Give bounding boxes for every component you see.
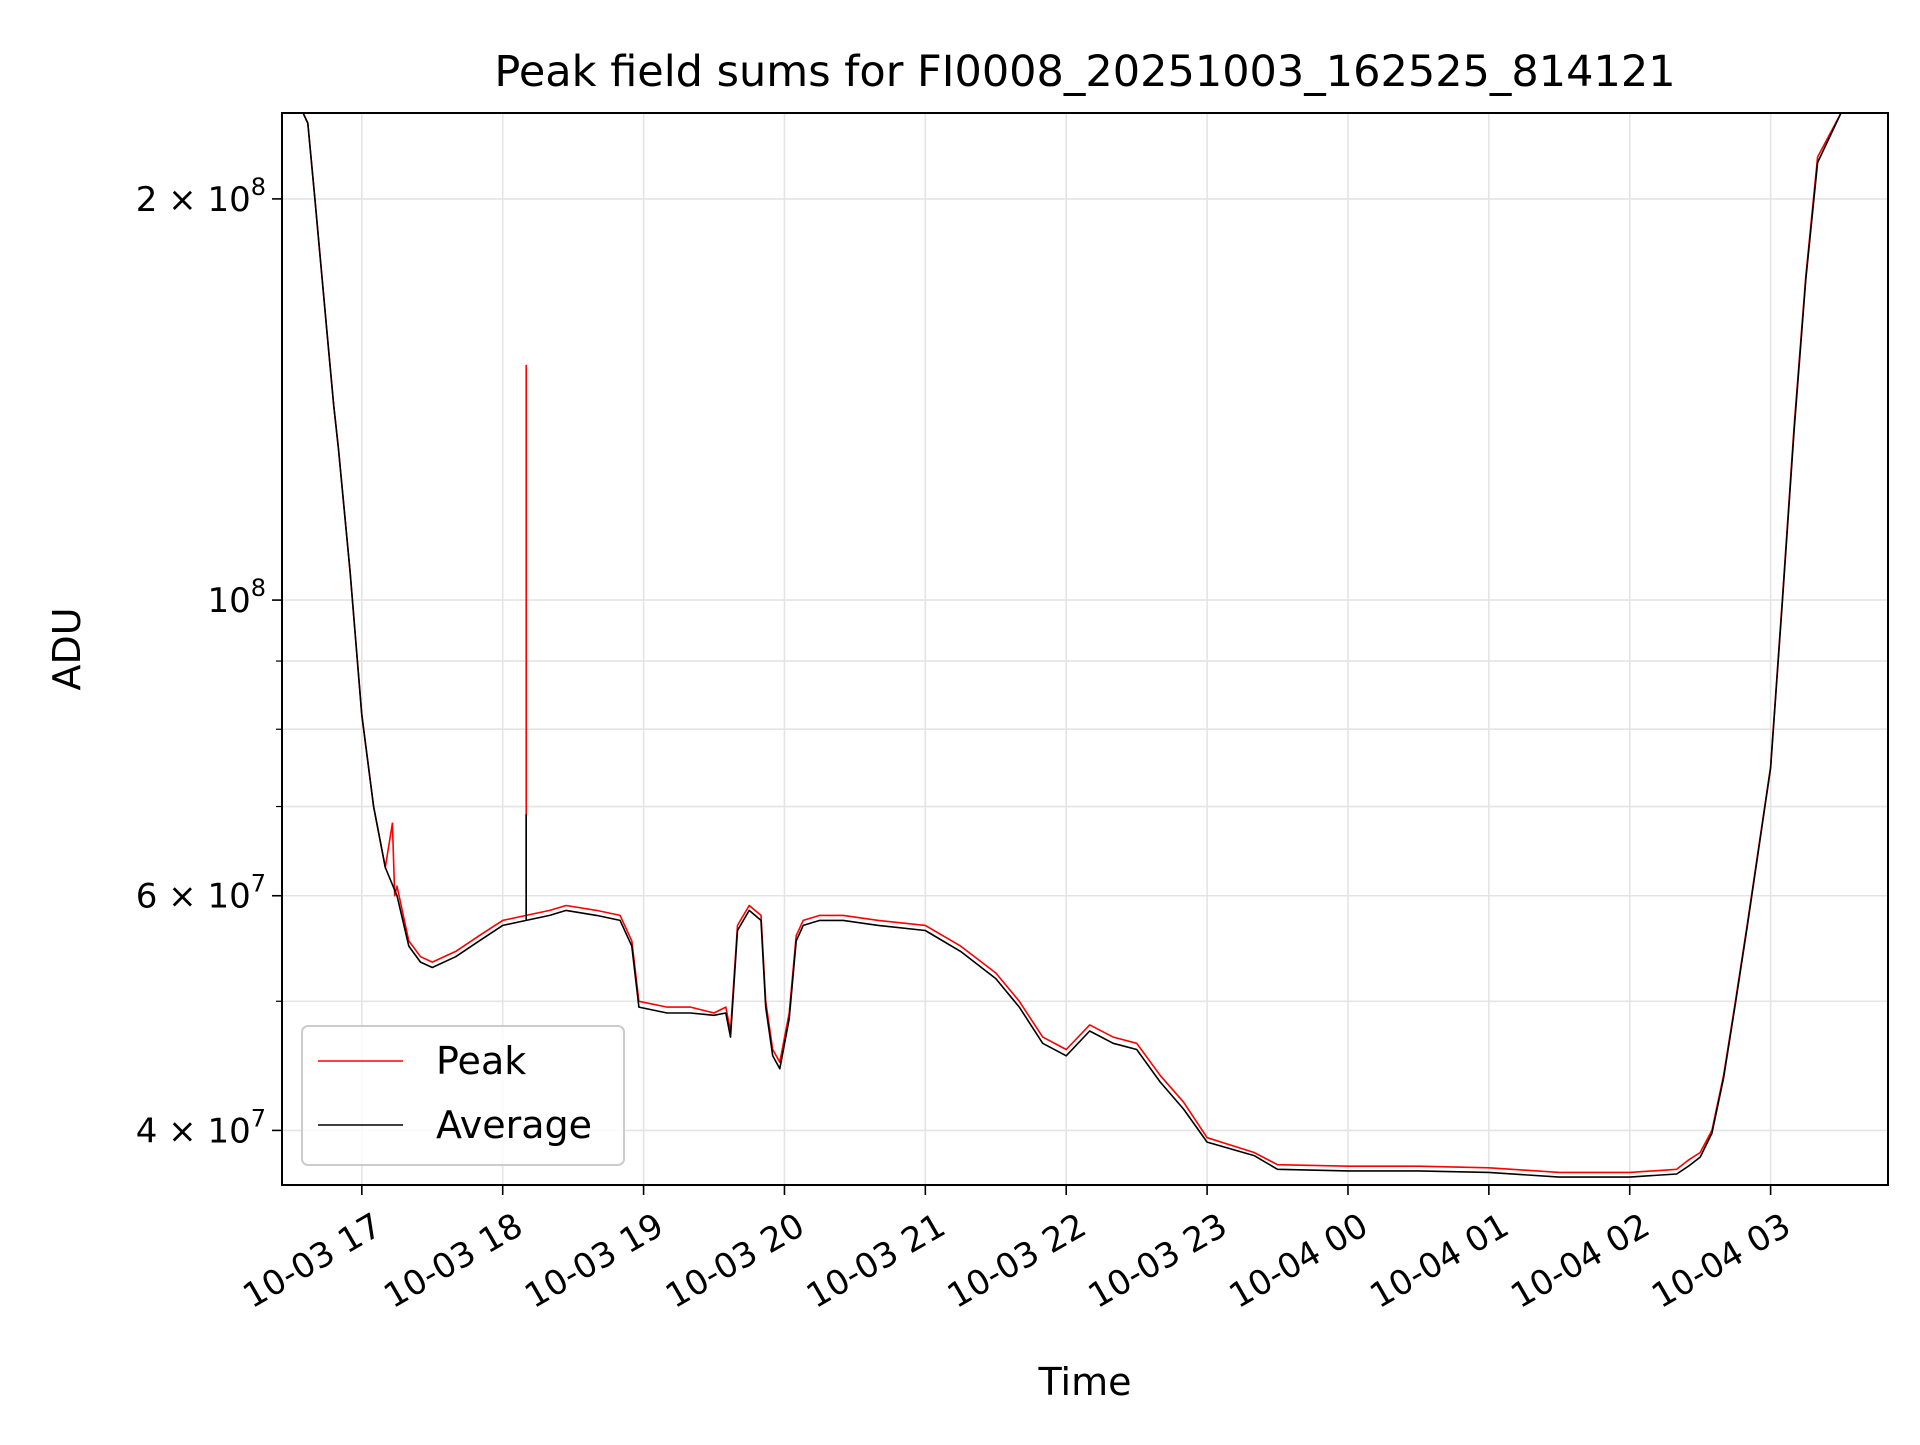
- y-tick-label: 108: [207, 574, 266, 621]
- y-axis-label: ADU: [45, 607, 89, 690]
- legend: Peak Average: [301, 1025, 625, 1166]
- y-tick-label: 6 × 107: [136, 870, 266, 917]
- y-tick-exponent: 8: [251, 574, 266, 602]
- y-tick-label: 2 × 108: [136, 173, 266, 220]
- y-tick-mantissa: 6 × 10: [136, 877, 251, 917]
- chart-title: Peak field sums for FI0008_20251003_1625…: [494, 47, 1675, 97]
- axes-frame: [281, 112, 1889, 1186]
- plot-lines: [282, 112, 1888, 1178]
- y-tick-exponent: 7: [251, 870, 266, 898]
- series-line-average: [282, 112, 1888, 1178]
- y-tick-exponent: 8: [251, 173, 266, 201]
- y-tick-label: 4 × 107: [136, 1104, 266, 1151]
- y-tick-mantissa: 2 × 10: [136, 180, 251, 220]
- legend-average-label: Average: [436, 1103, 592, 1147]
- y-tick-mantissa: 4 × 10: [136, 1111, 251, 1151]
- y-tick-mantissa: 10: [207, 581, 250, 621]
- legend-peak-label: Peak: [436, 1039, 526, 1083]
- y-tick-exponent: 7: [251, 1104, 266, 1132]
- x-axis-label: Time: [1038, 1360, 1132, 1404]
- grid: [282, 113, 1888, 1185]
